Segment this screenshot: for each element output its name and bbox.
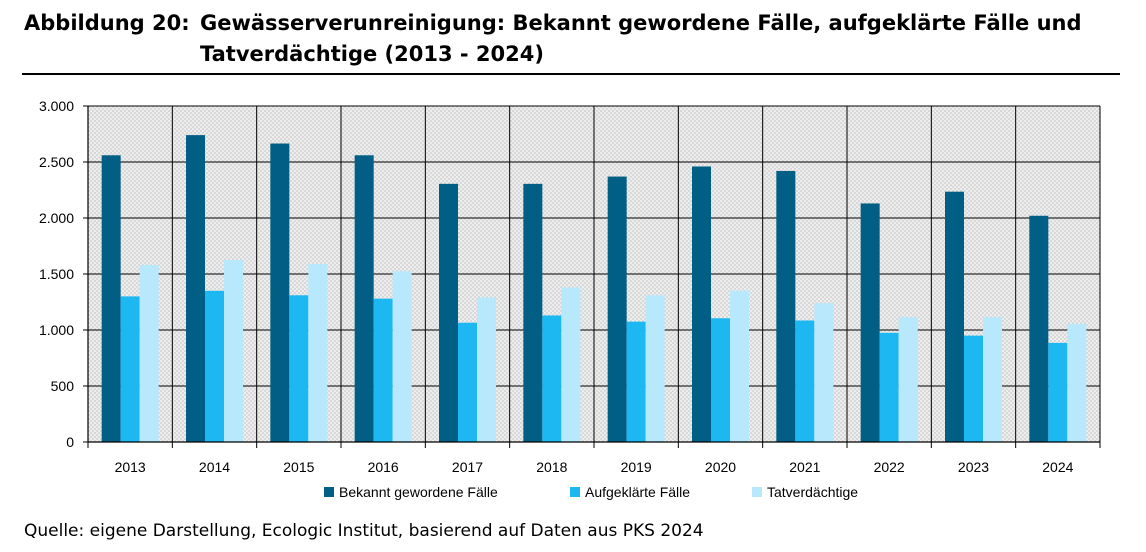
bar-bekannt-2017 [439, 183, 458, 442]
y-tick-label: 2.000 [39, 210, 74, 226]
bar-chart: 0 500 1.000 1.500 2.000 2.500 3.000 2013 2014 201… [39, 98, 1101, 500]
x-tick-label: 2020 [705, 459, 736, 475]
legend-label-aufgeklaert: Aufgeklärte Fälle [585, 484, 690, 500]
legend-label-tatverdaechtige: Tatverdächtige [767, 484, 858, 500]
bar-aufgeklaert-2016 [373, 298, 393, 442]
x-tick-label: 2021 [789, 459, 820, 475]
bar-tatverdaechtige-2016 [392, 271, 412, 442]
legend-swatch-aufgeklaert [570, 487, 580, 497]
bar-aufgeklaert-2020 [711, 318, 730, 442]
x-tick-label: 2016 [368, 459, 399, 475]
bar-bekannt-2024 [1029, 215, 1049, 442]
figure-title: Gewässerverunreinigung: Bekannt geworden… [200, 11, 1082, 66]
bar-tatverdaechtige-2018 [561, 287, 581, 442]
x-tick-label: 2022 [874, 459, 905, 475]
x-tick-label: 2018 [536, 459, 567, 475]
bar-tatverdaechtige-2014 [224, 260, 243, 442]
x-tick-label: 2023 [958, 459, 989, 475]
y-tick-label: 3.000 [39, 98, 74, 114]
y-tick-label: 500 [51, 378, 75, 394]
x-tick-label: 2013 [115, 459, 146, 475]
legend-label-bekannt: Bekannt gewordene Fälle [339, 484, 498, 500]
bar-tatverdaechtige-2020 [730, 290, 749, 442]
bar-bekannt-2015 [270, 143, 290, 442]
bar-aufgeklaert-2018 [542, 315, 562, 442]
bar-tatverdaechtige-2023 [983, 317, 1002, 442]
bar-aufgeklaert-2023 [964, 335, 983, 442]
bar-aufgeklaert-2014 [205, 290, 224, 442]
bar-bekannt-2020 [692, 166, 711, 442]
bar-tatverdaechtige-2013 [139, 265, 159, 442]
bar-aufgeklaert-2019 [626, 321, 646, 442]
bar-aufgeklaert-2022 [879, 332, 899, 442]
bar-bekannt-2019 [607, 176, 627, 442]
y-tick-label: 0 [66, 434, 74, 450]
x-tick-label: 2017 [452, 459, 483, 475]
bar-tatverdaechtige-2017 [477, 297, 496, 442]
y-tick-label: 1.500 [39, 266, 74, 282]
bar-bekannt-2022 [860, 203, 880, 442]
y-tick-label: 2.500 [39, 154, 74, 170]
bar-aufgeklaert-2024 [1048, 342, 1068, 442]
caption-divider [22, 73, 1120, 75]
bar-aufgeklaert-2017 [458, 322, 477, 442]
bar-aufgeklaert-2015 [289, 295, 309, 442]
bar-bekannt-2018 [523, 183, 543, 442]
bar-aufgeklaert-2021 [795, 320, 815, 442]
bar-tatverdaechtige-2024 [1067, 323, 1087, 442]
bar-aufgeklaert-2013 [120, 296, 140, 442]
bar-bekannt-2021 [776, 170, 796, 442]
x-tick-label: 2024 [1042, 459, 1073, 475]
legend-swatch-bekannt [324, 487, 334, 497]
source-note: Quelle: eigene Darstellung, Ecologic Ins… [24, 521, 704, 541]
bar-bekannt-2023 [945, 191, 964, 442]
legend-swatch-tatverdaechtige [752, 487, 762, 497]
bar-bekannt-2014 [186, 135, 205, 442]
figure-label: Abbildung 20: [24, 11, 190, 35]
bar-tatverdaechtige-2022 [898, 317, 918, 442]
y-tick-label: 1.000 [39, 322, 74, 338]
bar-tatverdaechtige-2021 [814, 303, 834, 442]
x-tick-label: 2014 [199, 459, 230, 475]
bar-tatverdaechtige-2019 [645, 295, 665, 442]
x-tick-label: 2019 [621, 459, 652, 475]
bar-tatverdaechtige-2015 [308, 263, 328, 442]
x-tick-label: 2015 [283, 459, 314, 475]
bar-bekannt-2013 [101, 155, 121, 442]
bar-bekannt-2016 [354, 155, 374, 442]
